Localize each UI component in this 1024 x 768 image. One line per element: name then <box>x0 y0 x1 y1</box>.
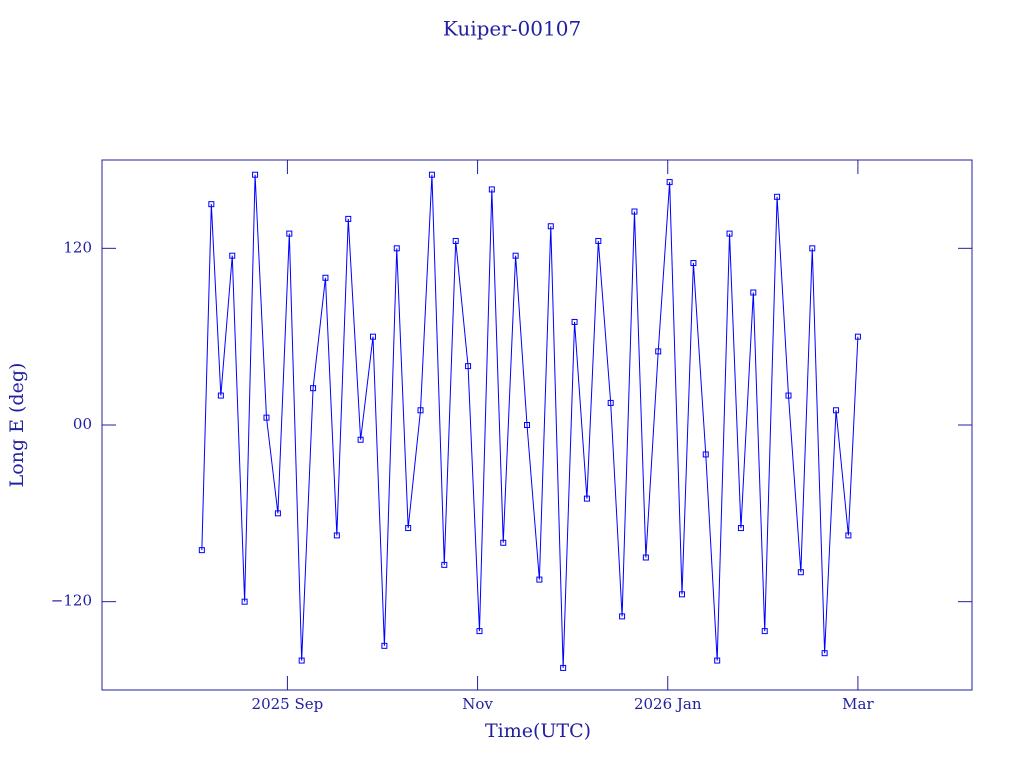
point-marker <box>310 385 317 392</box>
plot-frame <box>101 159 973 691</box>
point-marker <box>833 407 840 414</box>
point-marker <box>286 230 293 237</box>
point-marker <box>595 237 602 244</box>
point-marker <box>726 230 733 237</box>
series-line <box>201 174 859 668</box>
point-marker <box>217 392 224 399</box>
y-axis-label: Long E (deg) <box>6 363 28 488</box>
point-marker <box>679 591 685 598</box>
point-marker <box>714 657 721 664</box>
point-marker <box>393 245 400 252</box>
point-marker <box>452 237 459 244</box>
point-marker <box>357 436 364 443</box>
point-marker <box>809 245 816 252</box>
point-marker <box>441 561 448 568</box>
y-tick-label: −120 <box>51 592 92 610</box>
point-marker <box>737 525 744 532</box>
point-marker <box>198 547 205 554</box>
point-marker <box>761 628 768 635</box>
point-marker <box>642 554 649 561</box>
point-marker <box>369 333 376 340</box>
point-marker <box>381 642 388 649</box>
point-marker <box>797 569 804 576</box>
point-marker <box>750 289 757 296</box>
point-marker <box>241 598 248 605</box>
x-tick-label: 2026 Jan <box>634 695 702 713</box>
point-marker <box>229 252 236 259</box>
x-axis-label: Time(UTC) <box>485 720 591 742</box>
point-marker <box>536 576 543 583</box>
point-marker <box>785 392 792 399</box>
point-marker <box>476 628 483 635</box>
point-marker <box>263 414 270 421</box>
point-marker <box>619 613 626 620</box>
point-marker <box>500 539 507 546</box>
point-marker <box>666 179 673 186</box>
point-marker <box>417 407 424 414</box>
point-marker <box>560 664 567 671</box>
point-marker <box>631 208 638 215</box>
y-tick-label: 00 <box>73 415 92 433</box>
point-marker <box>774 193 781 200</box>
point-marker <box>428 171 435 178</box>
point-marker <box>607 399 614 406</box>
point-marker <box>488 186 495 193</box>
point-marker <box>524 422 531 428</box>
point-marker <box>547 223 554 230</box>
point-marker <box>821 650 828 657</box>
point-marker <box>845 532 852 539</box>
point-marker <box>405 525 412 532</box>
x-tick-label: 2025 Sep <box>252 695 324 713</box>
point-marker <box>583 495 590 502</box>
point-marker <box>208 201 215 208</box>
point-marker <box>465 363 472 370</box>
point-marker <box>298 657 305 664</box>
point-marker <box>345 215 352 222</box>
point-marker <box>854 333 861 340</box>
point-marker <box>702 451 709 458</box>
point-marker <box>690 260 697 267</box>
point-marker <box>333 532 340 539</box>
point-marker <box>571 318 578 325</box>
point-marker <box>655 348 662 355</box>
point-marker <box>512 252 519 259</box>
x-tick-label: Mar <box>842 695 874 713</box>
point-marker <box>252 171 259 178</box>
point-marker <box>274 510 281 517</box>
chart-title: Kuiper-00107 <box>443 17 581 41</box>
point-marker <box>322 274 329 281</box>
y-tick-label: 120 <box>63 238 92 256</box>
x-tick-label: Nov <box>462 695 493 713</box>
